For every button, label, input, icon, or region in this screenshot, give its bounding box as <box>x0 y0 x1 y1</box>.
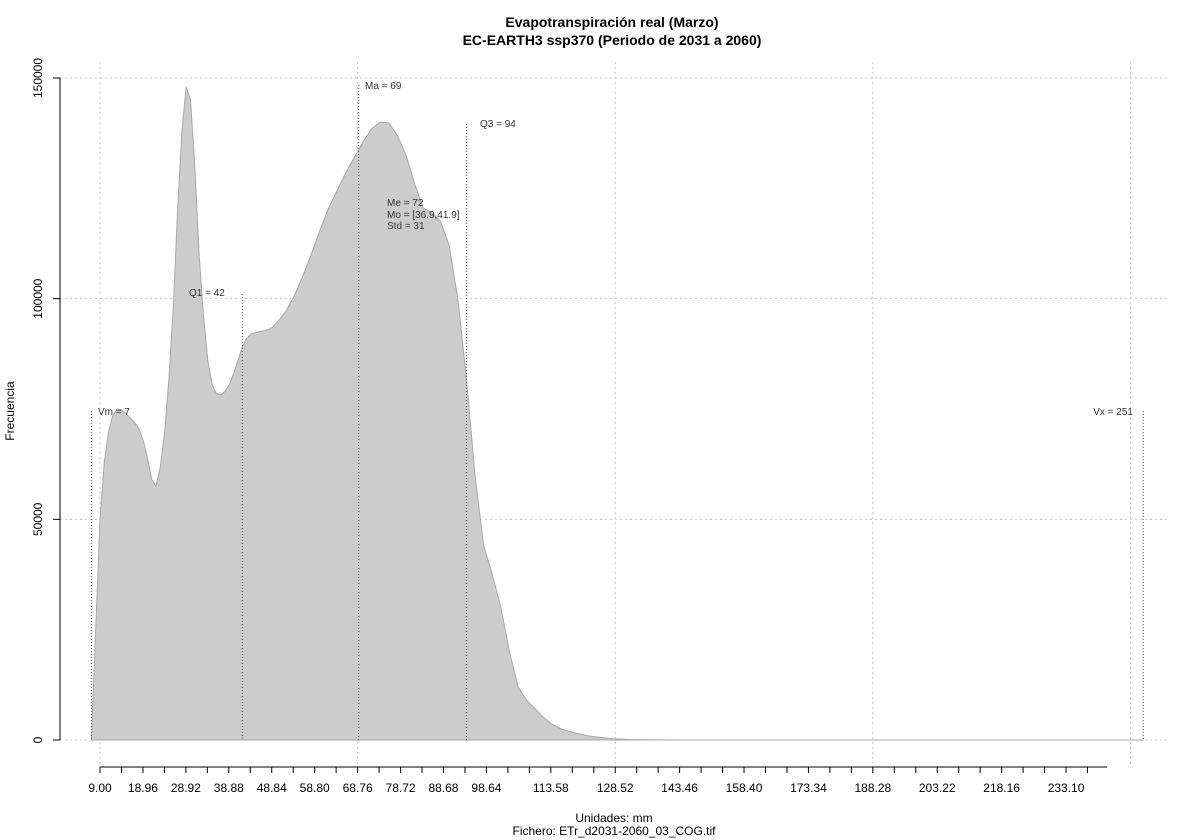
x-tick-label: 233.10 <box>1048 781 1085 795</box>
axes <box>59 78 1107 768</box>
reference-lines <box>90 85 1144 740</box>
y-tick-label: 100000 <box>31 278 45 318</box>
x-tick-label: 98.64 <box>471 781 501 795</box>
x-tick-label: 158.40 <box>726 781 763 795</box>
x-tick-label: 143.46 <box>661 781 698 795</box>
q3-label: Q3 = 94 <box>480 119 516 130</box>
x-tick-label: 68.76 <box>343 781 373 795</box>
x-tick-label: 58.80 <box>300 781 330 795</box>
y-tick-label: 0 <box>31 736 45 743</box>
y-tick-label: 150000 <box>31 58 45 98</box>
vm-label: Vm = 7 <box>98 407 130 418</box>
x-tick-label: 78.72 <box>386 781 416 795</box>
x-tick-label: 28.92 <box>171 781 201 795</box>
x-tick-label: 9.00 <box>88 781 112 795</box>
std-label: Std = 31 <box>387 221 425 232</box>
vx-label: Vx = 251 <box>1093 407 1133 418</box>
x-tick-label: 128.52 <box>597 781 634 795</box>
q1-label: Q1 = 42 <box>189 288 225 299</box>
ma-label: Ma = 69 <box>365 81 402 92</box>
density-area <box>90 86 1144 741</box>
chart-title: Evapotranspiración real (Marzo) <box>505 14 718 30</box>
x-axis-ticks: 9.00 18.96 28.92 38.88 48.84 58.80 68.76 78.72 8… <box>88 767 1089 795</box>
y-tick-label: 50000 <box>31 502 45 536</box>
x-tick-label: 88.68 <box>428 781 458 795</box>
x-tick-label: 203.22 <box>919 781 956 795</box>
x-tick-label: 38.88 <box>214 781 244 795</box>
x-tick-label: 113.58 <box>533 781 569 795</box>
chart-subtitle: EC-EARTH3 ssp370 (Periodo de 2031 a 2060… <box>463 32 762 48</box>
x-tick-label: 18.96 <box>128 781 158 795</box>
x-tick-label: 218.16 <box>983 781 1020 795</box>
median-label: Me = 72 <box>387 198 424 209</box>
x-axis-label: Unidades: mm <box>575 811 652 825</box>
y-axis-label: Frecuencia <box>3 381 17 441</box>
x-tick-label: 48.84 <box>257 781 287 795</box>
x-tick-label: 188.28 <box>854 781 891 795</box>
mode-label: Mo = [36.9,41.9] <box>387 210 460 221</box>
file-name-footer: Fichero: ETr_d2031-2060_03_COG.tif <box>513 824 717 838</box>
x-tick-label: 173.34 <box>790 781 827 795</box>
y-axis-ticks: 0 50000 100000 150000 <box>31 58 60 743</box>
